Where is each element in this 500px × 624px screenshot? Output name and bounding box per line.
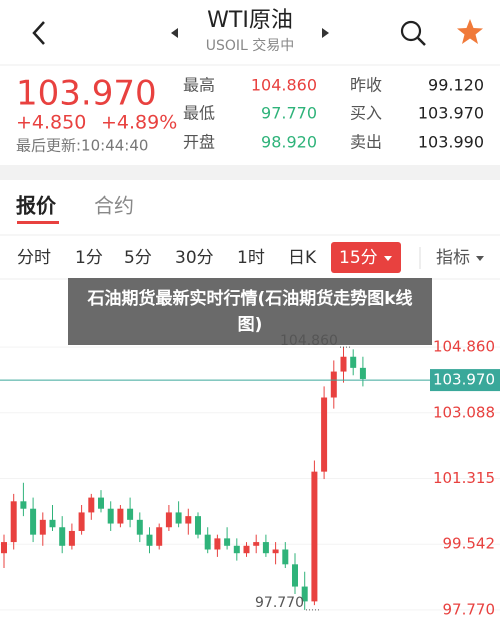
prev-button[interactable]: [171, 28, 178, 38]
search-button[interactable]: [400, 20, 426, 46]
stat-label: 卖出: [350, 133, 382, 152]
tab[interactable]: 报价: [16, 194, 57, 218]
y-tick-label: 101.315: [433, 469, 495, 487]
candle-body: [1, 542, 7, 554]
banner-box: 石油期货最新实时行情(石油期货走势图k线图): [87, 289, 413, 335]
candle-body: [214, 538, 221, 550]
y-tick-label: 97.770: [443, 600, 496, 618]
banner: [68, 278, 432, 345]
candle-body: [146, 534, 153, 546]
candle-body: [359, 367, 366, 379]
candle-body: [88, 497, 95, 513]
candle-body: [78, 512, 85, 531]
stat-value: 98.920: [261, 133, 317, 152]
candle-body: [350, 356, 357, 368]
candle-body: [68, 530, 75, 546]
candle-body: [30, 508, 37, 535]
back-button[interactable]: [32, 21, 45, 45]
period-button[interactable]: 1分: [75, 248, 103, 268]
candle-body: [59, 527, 66, 546]
candle-body: [39, 519, 46, 535]
change-pct: +4.89%: [101, 112, 177, 134]
period-button[interactable]: 15分: [339, 248, 378, 268]
stat-value: 103.990: [418, 133, 484, 152]
period-active-bg: [331, 242, 401, 273]
candle-body: [98, 497, 104, 509]
y-tick-label: 99.542: [443, 535, 496, 553]
candle-body: [20, 501, 27, 509]
stat-label: 最低: [183, 104, 215, 123]
candle-body: [311, 471, 318, 602]
stat-label: 开盘: [183, 133, 215, 152]
candle-body: [10, 501, 17, 543]
tab-underline: [17, 221, 59, 224]
candle-body: [272, 549, 279, 554]
stat-value: 103.970: [418, 104, 484, 123]
banner-text: 石油期货最新实时行情(石油期货走势图k线图): [87, 289, 413, 335]
current-price-label: 103.970: [433, 371, 495, 389]
indicator-button[interactable]: 指标: [436, 248, 470, 268]
candle-body: [165, 512, 172, 528]
low-label: 97.770: [255, 595, 304, 611]
stat-label: 昨收: [350, 76, 382, 95]
spacer: [0, 165, 500, 180]
stat-value: 104.860: [251, 76, 317, 95]
period-button[interactable]: 日K: [288, 248, 317, 268]
next-button[interactable]: [322, 28, 329, 38]
period-button[interactable]: 分时: [17, 248, 51, 268]
candle-body: [195, 516, 201, 535]
y-tick-label: 104.860: [433, 338, 495, 356]
updated-time: 最后更新:10:44:40: [16, 137, 148, 155]
candle-body: [243, 545, 250, 554]
price: 103.970: [16, 74, 157, 114]
candle-body: [233, 545, 240, 554]
period-button[interactable]: 30分: [175, 248, 214, 268]
candle-body: [127, 508, 134, 520]
candle-body: [107, 508, 114, 524]
period-button[interactable]: 1时: [237, 248, 265, 268]
stat-value: 99.120: [428, 76, 484, 95]
candle-body: [253, 542, 260, 546]
candle-body: [185, 516, 192, 524]
candle-body: [292, 564, 298, 587]
tab[interactable]: 合约: [94, 194, 134, 218]
candle-body: [117, 508, 124, 524]
candle-body: [301, 586, 308, 602]
period-button[interactable]: 5分: [124, 248, 152, 268]
current-price-box: [430, 369, 500, 392]
favorite-button[interactable]: [457, 19, 483, 44]
stat-value: 97.770: [261, 104, 317, 123]
y-tick-label: 103.088: [433, 403, 495, 421]
subtitle: USOIL 交易中: [206, 37, 295, 54]
candle-body: [340, 356, 347, 372]
stat-label: 最高: [183, 76, 215, 95]
candle-body: [175, 512, 182, 524]
candle-body: [136, 519, 143, 535]
candle-body: [282, 549, 289, 565]
title: WTI原油: [207, 8, 293, 33]
stat-label: 买入: [350, 104, 382, 123]
candle-body: [330, 371, 337, 398]
candle-body: [224, 538, 231, 546]
candle-body: [262, 542, 269, 554]
change: +4.850: [16, 112, 86, 134]
candle-body: [204, 534, 211, 550]
candle-body: [49, 519, 56, 528]
candle-body: [156, 527, 163, 546]
dropdown-arrow: [384, 256, 392, 261]
candle-body: [321, 397, 328, 472]
dropdown-arrow: [476, 256, 484, 261]
